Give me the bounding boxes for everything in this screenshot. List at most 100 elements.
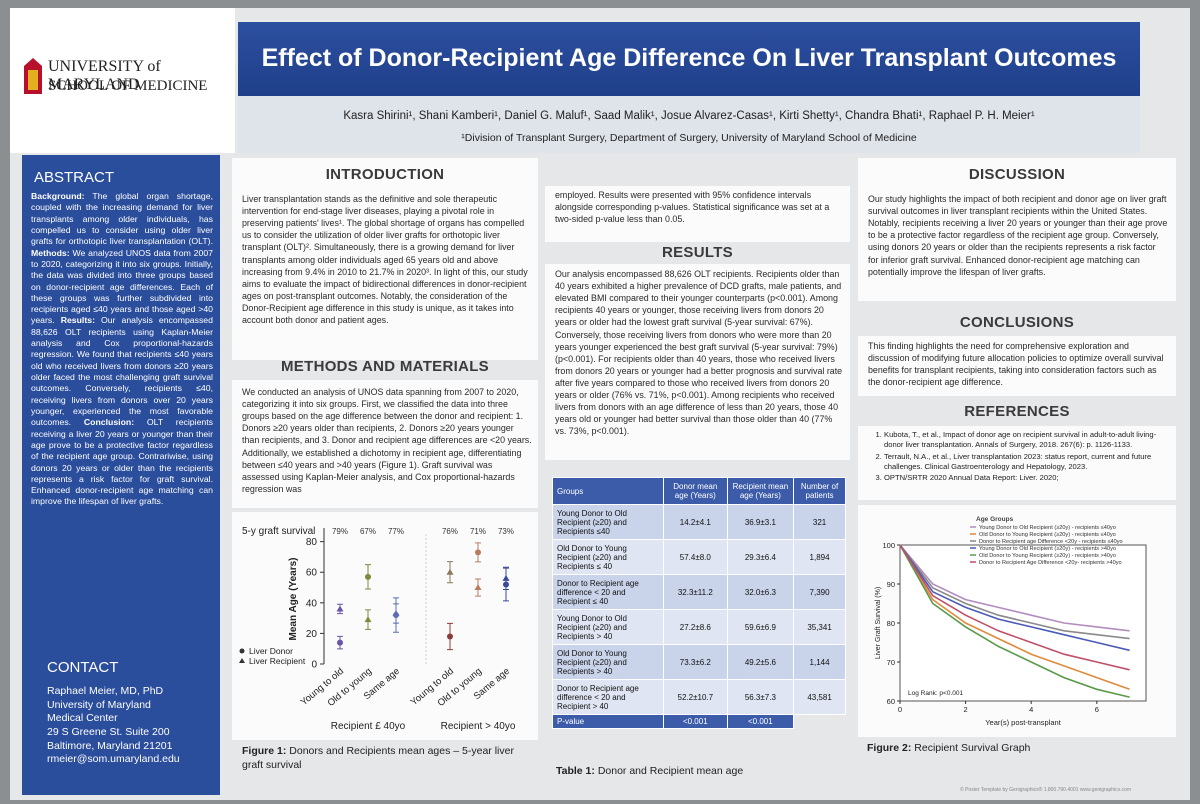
plot-area [899, 544, 1147, 702]
discussion-text: Our study highlights the impact of both … [868, 194, 1168, 277]
caption-text: Donors and Recipients mean ages – 5-year… [242, 745, 514, 772]
y-tick-label: 80 [306, 537, 318, 548]
table-cell: 43,581 [793, 679, 846, 715]
legend-label: Old Donor to Young Recipient (≥20y) - re… [979, 532, 1116, 538]
data-table: Groups Donor mean age (Years) Recipient me… [552, 477, 846, 729]
conclusions-text: This finding highlights the need for com… [868, 341, 1164, 388]
figure2-caption: Figure 2: Recipient Survival Graph [867, 742, 1030, 754]
legend-label: Liver Donor [249, 646, 293, 656]
results-heading: RESULTS [662, 244, 733, 261]
methods-heading: METHODS AND MATERIALS [281, 358, 489, 375]
logo-area: UNIVERSITY of MARYLAND SCHOOL OF MEDICIN… [10, 8, 235, 153]
table-row: P-value <0.001 <0.001 [552, 714, 846, 729]
table-cell: 52.2±10.7 [663, 679, 728, 715]
authors: Kasra Shirini¹, Shani Kamberi¹, Daniel G… [343, 110, 1035, 122]
abstract-label: Results: [60, 315, 95, 326]
survival-label: 71% [470, 527, 486, 536]
abstract-text: Background: The global organ shortage, c… [31, 191, 213, 508]
donor-point [447, 633, 453, 640]
caption-label: Figure 1: [242, 745, 287, 757]
table-cell: <0.001 [726, 714, 795, 729]
donor-point [337, 639, 343, 646]
table-cell: Young Donor to Old Recipient (≥20) and R… [552, 609, 664, 645]
table-row: Old Donor to Young Recipient (≥20) and R… [552, 644, 846, 680]
institution-school: SCHOOL OF MEDICINE [48, 78, 208, 94]
recipient-point [392, 610, 400, 617]
table-cell: <0.001 [663, 714, 728, 729]
figure1-panel: 5-y graft survival Mean Age (Years) 0 20 40 6… [232, 512, 538, 740]
table-cell: 27.2±8.6 [663, 609, 728, 645]
annotation: Log Rank: p<0.001 [908, 690, 963, 697]
group-label: Recipient £ 40yo [331, 721, 406, 732]
survival-curve [899, 544, 1130, 691]
header-cell: Groups [552, 477, 664, 505]
y-axis-label: Liver Graft Survival (%) [875, 587, 882, 659]
table-cell: Donor to Recipient age difference < 20 a… [552, 679, 664, 715]
contact-line: Raphael Meier, MD, PhD [47, 685, 164, 697]
discussion-panel: DISCUSSION Our study highlights the impa… [858, 158, 1176, 301]
donor-point [365, 573, 371, 580]
y-tick-label: 40 [306, 598, 318, 609]
abstract-label: Conclusion: [83, 417, 135, 428]
discussion-heading: DISCUSSION [968, 166, 1066, 183]
legend-label: Old Donor to Young Recipient (≥20y) - re… [979, 553, 1116, 559]
chart-title: 5-y graft survival [242, 526, 315, 537]
figure2: 60 70 80 90 100 0 2 4 6 Liver Graft Survival (%) Y… [875, 516, 1147, 727]
legend-marker [239, 648, 245, 654]
y-axis-label: Mean Age (Years) [288, 558, 299, 641]
abstract-label: Methods: [31, 247, 70, 258]
figure1: 5-y graft survival Mean Age (Years) 0 20 40 6… [239, 526, 516, 732]
recipient-point [446, 568, 454, 575]
table-cell: 14.2±4.1 [663, 504, 728, 540]
legend-label: Donor to Recipient age Difference <20y -… [979, 539, 1123, 545]
survival-curve [899, 544, 1130, 640]
survival-label: 73% [498, 527, 514, 536]
table-caption: Table 1: Donor and Recipient mean age [556, 765, 743, 777]
footer: © Poster Template by Genigraphics® 1.800… [960, 787, 1131, 793]
abstract-label: Background: [31, 191, 85, 201]
survival-curve [899, 544, 1130, 698]
x-tick-label: 2 [964, 705, 968, 714]
logo-mark [24, 58, 42, 94]
reference: Kubota, T., et al., Impact of donor age … [884, 430, 1158, 450]
recipient-point [474, 584, 482, 591]
x-tick-label: 4 [1029, 705, 1033, 714]
table-row: Old Donor to Young Recipient (≥20) and R… [552, 539, 846, 575]
contact-line: University of Maryland [47, 698, 151, 711]
table-cell: 1,894 [793, 539, 846, 575]
header-cell: Recipient mean age (Years) [726, 477, 795, 505]
reference-list: Kubota, T., et al., Impact of donor age … [858, 430, 1158, 485]
references-heading: REFERENCES [964, 403, 1070, 420]
results-panel: Our analysis encompassed 88,626 OLT reci… [545, 264, 850, 460]
y-tick-label: 20 [306, 629, 318, 640]
table-cell: 73.3±6.2 [663, 644, 728, 680]
table-cell: 57.4±8.0 [663, 539, 728, 575]
y-tick-label: 60 [306, 568, 318, 579]
legend-label: Liver Recipient [249, 656, 306, 666]
table-cell: 32.3±11.2 [663, 574, 728, 610]
poster: UNIVERSITY of MARYLAND SCHOOL OF MEDICIN… [10, 8, 1190, 800]
caption-text: Recipient Survival Graph [914, 742, 1031, 754]
donor-point [475, 549, 481, 556]
table-cell: 29.3±6.4 [726, 539, 795, 575]
contact-heading: CONTACT [47, 659, 119, 676]
references-panel: Kubota, T., et al., Impact of donor age … [858, 426, 1176, 500]
survival-curve [899, 544, 1130, 632]
contact-line: Baltimore, Maryland 21201 [47, 739, 173, 752]
x-tick-label: 6 [1095, 705, 1099, 714]
legend-label: Young Donor to Old Recipient (≥20y) - re… [979, 525, 1116, 531]
y-tick-label: 80 [887, 619, 895, 628]
survival-label: 67% [360, 527, 376, 536]
table-wrap: Groups Donor mean age (Years) Recipient me… [552, 477, 846, 729]
abstract-part: We analyzed UNOS data from 2007 to 2020,… [31, 247, 213, 326]
conclusions-heading: CONCLUSIONS [959, 314, 1075, 331]
intro-panel: INTRODUCTION Liver transplantation stand… [232, 158, 538, 360]
table-cell: 36.9±3.1 [726, 504, 795, 540]
legend-title: Age Groups [976, 516, 1014, 523]
methods-continued-panel: employed. Results were presented with 95… [545, 186, 850, 242]
table-cell: 321 [793, 504, 846, 540]
survival-label: 77% [388, 527, 404, 536]
table-cell: Old Donor to Young Recipient (≥20) and R… [552, 644, 664, 680]
